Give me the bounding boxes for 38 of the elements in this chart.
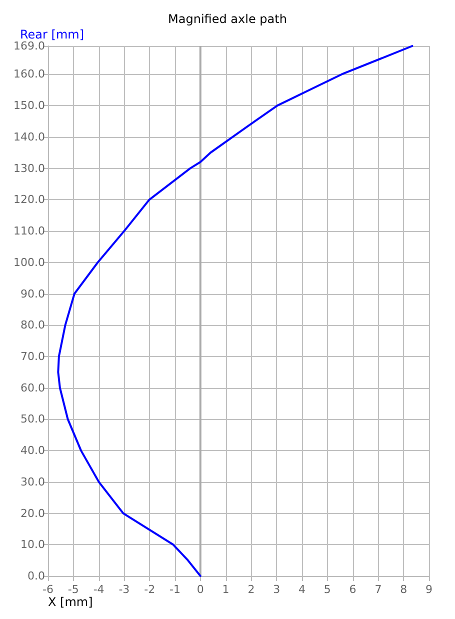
x-tick-label: -5 — [68, 583, 79, 596]
y-tick-label: 120.0 — [14, 193, 45, 206]
y-tick-label: 20.0 — [20, 506, 45, 520]
y-tick-label: 160.0 — [14, 68, 45, 81]
x-tick-label: 8 — [400, 583, 408, 596]
x-tick-label: 1 — [222, 583, 230, 596]
x-tick-label: -4 — [93, 583, 104, 596]
x-tick-label: 0 — [196, 583, 204, 596]
x-tick-label: 4 — [298, 583, 306, 596]
x-tick-label: 7 — [374, 583, 382, 596]
y-axis-title: Rear [mm] — [20, 28, 84, 42]
x-tick-label: -3 — [118, 583, 130, 596]
y-tick-label: 90.0 — [20, 287, 45, 300]
y-tick-label: 130.0 — [14, 162, 45, 175]
x-tick-label: 5 — [324, 583, 331, 596]
chart-title: Magnified axle path — [168, 12, 287, 26]
y-tick-label: 140.0 — [14, 130, 45, 144]
y-tick-label: 80.0 — [20, 318, 45, 332]
y-tick-label: 30.0 — [20, 475, 45, 488]
y-tick-label: 70.0 — [20, 350, 45, 363]
y-tick-label: 10.0 — [20, 538, 45, 552]
line-series — [57, 45, 414, 577]
x-tick-label: -6 — [42, 583, 54, 596]
y-tick-label: 100.0 — [14, 256, 45, 269]
y-tick-label: 150.0 — [14, 99, 45, 112]
y-tick-label: 110.0 — [14, 224, 45, 238]
x-tick-label: 6 — [349, 583, 356, 596]
y-tick-label: 0.0 — [28, 570, 45, 582]
x-axis-title: X [mm] — [48, 595, 93, 609]
x-tick-label: 3 — [273, 583, 280, 596]
y-tick-label: 40.0 — [20, 444, 45, 458]
x-tick-label: -2 — [144, 583, 156, 596]
y-tick-label: 60.0 — [20, 381, 45, 394]
y-tick-label: 169.0 — [14, 40, 45, 52]
x-tick-label: 9 — [426, 583, 432, 596]
y-tick-label: 50.0 — [20, 412, 45, 426]
x-tick-label: -1 — [170, 583, 180, 596]
x-tick-label: 2 — [248, 583, 255, 596]
